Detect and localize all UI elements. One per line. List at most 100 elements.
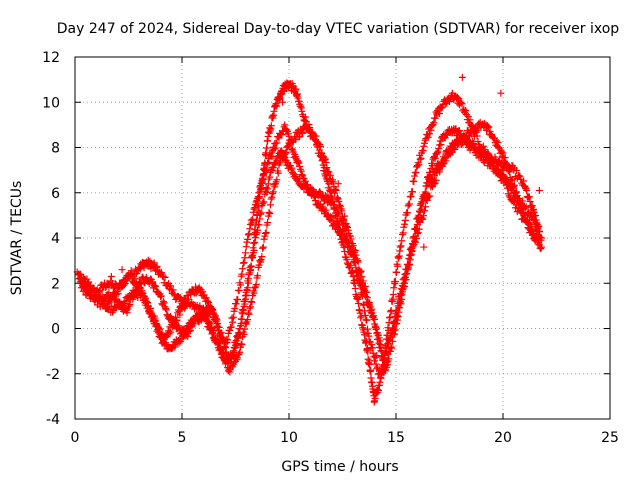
data-point <box>244 316 252 324</box>
data-point <box>406 200 414 208</box>
data-point <box>332 203 340 211</box>
data-point <box>361 287 369 295</box>
data-point <box>255 261 263 269</box>
data-point <box>337 215 345 223</box>
data-point <box>420 142 428 150</box>
data-point <box>371 357 379 365</box>
data-point <box>228 352 236 360</box>
data-point <box>269 188 277 196</box>
data-point <box>174 322 182 330</box>
data-point <box>504 162 512 170</box>
data-point <box>170 320 178 328</box>
data-point <box>424 179 432 187</box>
data-point <box>224 336 232 344</box>
data-point <box>368 305 376 313</box>
data-point <box>169 286 177 294</box>
data-point <box>274 169 282 177</box>
data-point <box>247 298 255 306</box>
data-point <box>334 209 342 217</box>
data-point <box>295 133 303 141</box>
data-point <box>384 350 392 358</box>
data-point <box>505 164 513 172</box>
data-point <box>244 231 252 239</box>
data-point <box>240 259 248 267</box>
data-point <box>417 154 425 162</box>
data-point <box>380 362 388 370</box>
data-point <box>535 186 543 194</box>
data-point <box>243 286 251 294</box>
data-point <box>122 275 130 283</box>
data-point <box>372 360 380 368</box>
data-point <box>152 282 160 290</box>
data-point <box>483 122 491 130</box>
data-point <box>177 330 185 338</box>
data-point <box>142 298 150 306</box>
data-point <box>279 98 287 106</box>
data-point <box>306 126 314 134</box>
data-point <box>420 212 428 220</box>
data-point <box>254 193 262 201</box>
data-point <box>278 147 286 155</box>
data-point <box>521 183 529 191</box>
data-point <box>430 119 438 127</box>
data-point <box>411 172 419 180</box>
data-point <box>220 343 228 351</box>
data-point <box>371 315 379 323</box>
data-point <box>404 202 412 210</box>
data-point <box>239 265 247 273</box>
data-point <box>525 193 533 201</box>
data-point <box>462 106 470 114</box>
data-point <box>246 304 254 312</box>
x-tick-label: 20 <box>494 430 512 446</box>
data-point <box>234 334 242 342</box>
data-point <box>382 357 390 365</box>
data-point <box>185 327 193 335</box>
data-point <box>396 243 404 251</box>
data-point <box>93 287 101 295</box>
data-point <box>394 299 402 307</box>
data-point <box>214 323 222 331</box>
data-point <box>147 304 155 312</box>
data-point <box>362 293 370 301</box>
data-point <box>255 189 263 197</box>
data-point <box>403 209 411 217</box>
data-point <box>493 162 501 170</box>
data-point <box>131 288 139 296</box>
data-point <box>351 256 359 264</box>
data-point <box>327 188 335 196</box>
data-point <box>391 330 399 338</box>
data-point <box>245 230 253 238</box>
data-point <box>229 318 237 326</box>
data-point <box>256 215 264 223</box>
data-point <box>494 138 502 146</box>
data-point <box>389 291 397 299</box>
data-point <box>232 344 239 352</box>
data-point <box>335 198 343 206</box>
data-point <box>151 314 159 322</box>
data-point <box>348 248 356 256</box>
data-point <box>251 204 259 212</box>
data-point <box>250 239 258 247</box>
data-point <box>121 279 129 287</box>
data-point <box>393 316 401 324</box>
data-point <box>285 132 293 140</box>
data-point <box>301 181 309 189</box>
data-point <box>406 256 414 264</box>
y-tick-label: -2 <box>46 367 60 383</box>
data-point <box>265 208 273 216</box>
data-point <box>244 309 252 317</box>
data-point <box>127 269 135 277</box>
data-point <box>259 244 267 252</box>
grid <box>75 57 610 419</box>
data-point <box>433 149 441 157</box>
data-point <box>381 365 389 373</box>
data-point <box>182 300 190 308</box>
data-point <box>76 271 84 279</box>
data-point <box>455 127 463 135</box>
data-point <box>326 171 334 179</box>
data-point <box>281 121 289 129</box>
data-point <box>246 225 254 233</box>
data-point <box>321 155 329 163</box>
data-point <box>127 270 135 278</box>
data-point <box>340 225 348 233</box>
